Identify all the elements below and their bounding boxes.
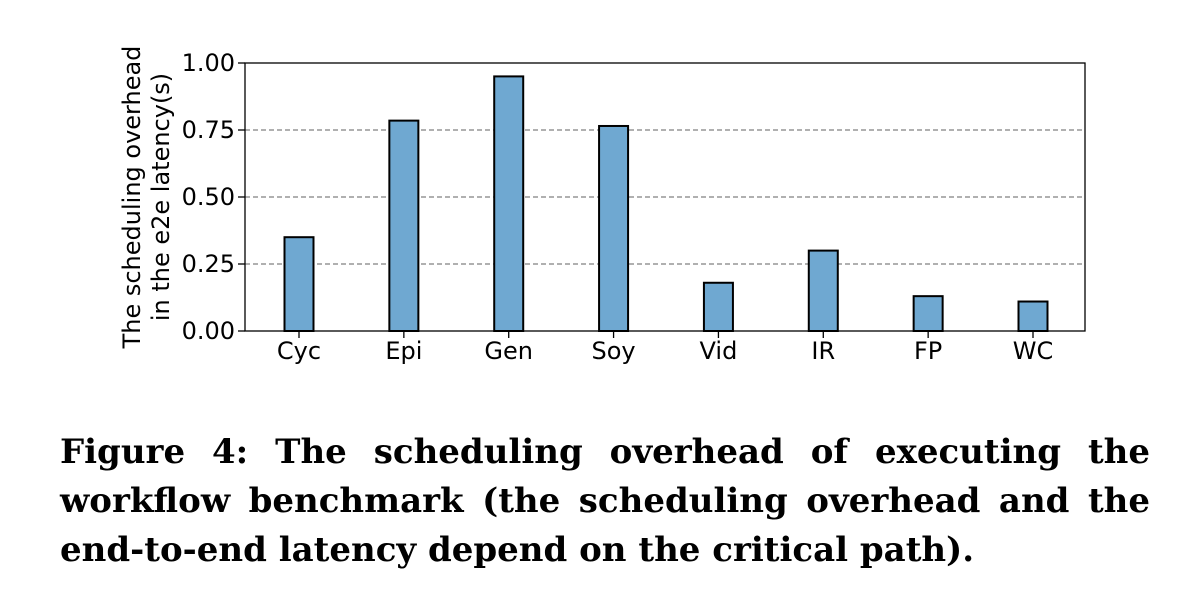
bar-chart: 0.00 0.25 0.50 0.75 1.00 Cyc Epi Gen Soy Vid IR FP… [118,46,1086,365]
grid-lines [245,129,1085,265]
bar-epi [388,119,420,333]
y-axis-ticks: 0.00 0.25 0.50 0.75 1.00 [182,49,245,345]
y-axis-label-line-1: The scheduling overhead [118,46,146,350]
bar-gen [493,75,525,333]
x-tick-label-epi: Epi [385,337,422,365]
x-tick-label-fp: FP [914,337,942,365]
y-tick-label: 0.25 [182,250,235,278]
bar-cyc [283,236,315,332]
bar-vid [702,281,734,333]
y-tick-label: 0.00 [182,317,235,345]
bar-wc [1017,300,1049,332]
bar-fp [912,295,944,333]
x-tick-label-cyc: Cyc [277,337,321,365]
figure-caption: Figure 4: The scheduling overhead of exe… [60,432,1150,570]
bars [283,75,1049,333]
y-tick-label: 0.75 [182,116,235,144]
x-tick-label-vid: Vid [700,337,738,365]
y-tick-label: 1.00 [182,49,235,77]
x-tick-label-gen: Gen [484,337,533,365]
y-axis-label-line-2: in the e2e latency(s) [147,73,175,321]
x-axis-ticks: Cyc Epi Gen Soy Vid IR FP WC [277,331,1053,365]
x-tick-label-ir: IR [811,337,835,365]
x-tick-label-wc: WC [1013,337,1054,365]
y-tick-label: 0.50 [182,183,235,211]
x-tick-label-soy: Soy [592,337,636,365]
bar-soy [598,124,630,333]
bar-ir [807,249,839,333]
